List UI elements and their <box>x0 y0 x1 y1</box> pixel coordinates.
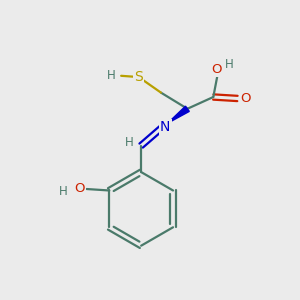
Text: N: N <box>160 120 170 134</box>
Text: H: H <box>225 58 234 70</box>
Text: S: S <box>134 70 143 84</box>
Text: O: O <box>211 63 221 76</box>
Text: H: H <box>59 185 68 198</box>
Text: H: H <box>124 136 133 149</box>
Polygon shape <box>168 106 189 123</box>
Text: O: O <box>75 182 85 195</box>
Text: H: H <box>107 69 116 82</box>
Text: O: O <box>240 92 250 105</box>
